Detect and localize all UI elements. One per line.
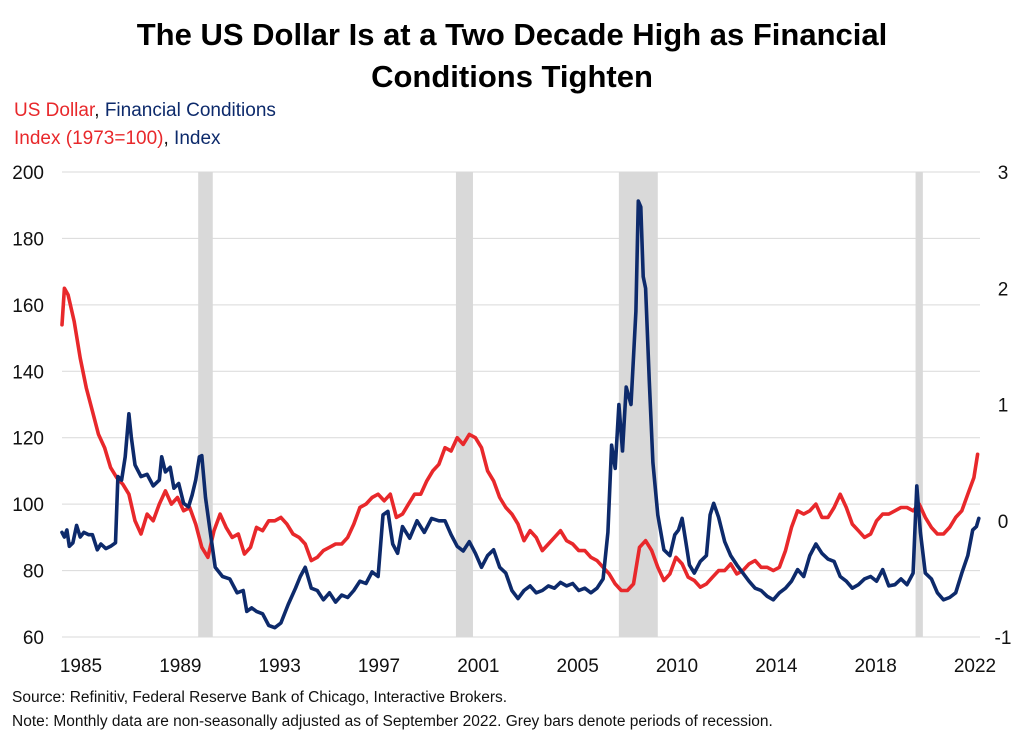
axis-ticks: 200 180 160 140 120 100 80 60 3 2 1 0 -1 1985 1989 1993… bbox=[12, 163, 1011, 677]
units-line2: Index (1973=100), Index bbox=[14, 125, 276, 153]
units-line1: US Dollar, Financial Conditions bbox=[14, 97, 276, 125]
x-tick-label: 1993 bbox=[259, 656, 301, 677]
x-tick-label: 2010 bbox=[656, 656, 698, 677]
recession-bar bbox=[455, 172, 473, 637]
left-tick-label: 200 bbox=[12, 163, 44, 184]
right-tick-label: -1 bbox=[995, 628, 1012, 649]
left-tick-label: 180 bbox=[12, 229, 44, 250]
x-tick-label: 1989 bbox=[159, 656, 201, 677]
recession-bar bbox=[198, 172, 213, 637]
chart-title: The US Dollar Is at a Two Decade High as… bbox=[0, 14, 1024, 98]
left-tick-label: 80 bbox=[23, 562, 44, 583]
series-lines bbox=[60, 199, 981, 630]
left-tick-label: 60 bbox=[23, 628, 44, 649]
x-tick-label: 1985 bbox=[60, 656, 102, 677]
x-tick-label: 2022 bbox=[954, 656, 996, 677]
source-note: Source: Refinitiv, Federal Reserve Bank … bbox=[12, 689, 508, 706]
x-tick-label: 2005 bbox=[557, 656, 599, 677]
chart-title-line1: The US Dollar Is at a Two Decade High as… bbox=[136, 17, 888, 52]
chart-title-line2: Conditions Tighten bbox=[371, 59, 653, 94]
right-tick-label: 1 bbox=[998, 396, 1009, 417]
x-tick-label: 2018 bbox=[855, 656, 897, 677]
footnote: Note: Monthly data are non-seasonally ad… bbox=[12, 713, 773, 730]
right-tick-label: 0 bbox=[998, 512, 1009, 533]
recession-bar bbox=[915, 172, 923, 637]
fci-series-label: Financial Conditions bbox=[104, 100, 276, 121]
right-tick-label: 2 bbox=[998, 279, 1009, 300]
usd-series-line bbox=[60, 286, 980, 593]
left-axis-unit: Index (1973=100) bbox=[14, 128, 164, 149]
x-tick-label: 2014 bbox=[755, 656, 798, 677]
left-tick-label: 160 bbox=[12, 296, 44, 317]
axis-units-legend: US Dollar, Financial Conditions Index (1… bbox=[14, 97, 276, 153]
gridlines bbox=[62, 171, 980, 638]
fci-series-line bbox=[60, 199, 981, 630]
x-tick-label: 2001 bbox=[457, 656, 499, 677]
left-tick-label: 100 bbox=[12, 495, 44, 516]
units-separator: , bbox=[163, 128, 175, 149]
right-tick-label: 3 bbox=[998, 163, 1009, 184]
right-axis-unit: Index bbox=[174, 128, 221, 149]
x-tick-label: 1997 bbox=[358, 656, 400, 677]
units-separator: , bbox=[94, 100, 105, 121]
left-tick-label: 140 bbox=[12, 362, 44, 383]
left-tick-label: 120 bbox=[12, 429, 44, 450]
usd-series-label: US Dollar bbox=[14, 100, 95, 121]
